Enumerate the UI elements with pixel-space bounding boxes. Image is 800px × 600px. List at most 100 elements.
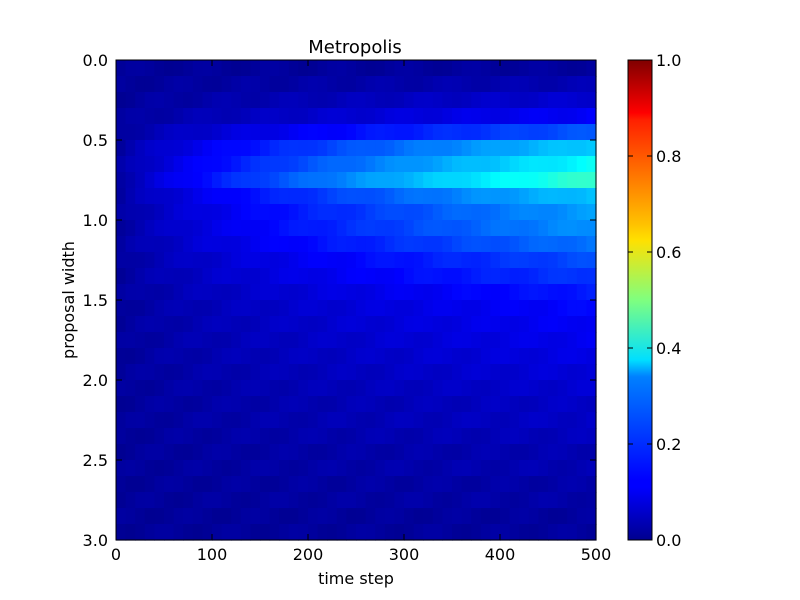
heatmap-cell bbox=[413, 508, 424, 525]
colorbar-tick-label: 0.8 bbox=[656, 147, 681, 166]
heatmap-cell bbox=[490, 524, 501, 541]
heatmap-cell bbox=[260, 412, 271, 429]
heatmap-cell bbox=[432, 156, 443, 173]
heatmap-cell bbox=[231, 268, 242, 285]
heatmap-cell bbox=[365, 156, 376, 173]
heatmap-cell bbox=[346, 252, 357, 269]
heatmap-cell bbox=[471, 60, 482, 77]
heatmap-cell bbox=[164, 492, 175, 509]
heatmap-cell bbox=[125, 60, 136, 77]
heatmap-cell bbox=[221, 380, 232, 397]
heatmap-cell bbox=[221, 204, 232, 221]
heatmap-cell bbox=[288, 284, 299, 301]
heatmap-cell bbox=[327, 220, 338, 237]
heatmap-cell bbox=[317, 220, 328, 237]
heatmap-cell bbox=[288, 380, 299, 397]
heatmap-cell bbox=[461, 476, 472, 493]
heatmap-cell bbox=[480, 124, 491, 141]
heatmap-cell bbox=[212, 76, 223, 93]
heatmap-cell bbox=[442, 220, 453, 237]
heatmap-cell bbox=[173, 332, 184, 349]
heatmap-cell bbox=[164, 172, 175, 189]
heatmap-cell bbox=[365, 172, 376, 189]
heatmap-cell bbox=[384, 364, 395, 381]
heatmap-cell bbox=[480, 172, 491, 189]
heatmap-cell bbox=[154, 284, 165, 301]
heatmap-cell bbox=[356, 428, 367, 445]
heatmap-cell bbox=[500, 268, 511, 285]
heatmap-cell bbox=[365, 428, 376, 445]
heatmap-cell bbox=[298, 348, 309, 365]
heatmap-cell bbox=[288, 428, 299, 445]
heatmap-cell bbox=[116, 332, 127, 349]
heatmap-cell bbox=[557, 380, 568, 397]
heatmap-cell bbox=[346, 428, 357, 445]
heatmap-cell bbox=[269, 476, 280, 493]
heatmap-cell bbox=[173, 316, 184, 333]
heatmap-cell bbox=[135, 524, 146, 541]
heatmap-cell bbox=[567, 444, 578, 461]
heatmap-cell bbox=[432, 60, 443, 77]
heatmap-cell bbox=[442, 108, 453, 125]
heatmap-cell bbox=[423, 60, 434, 77]
heatmap-cell bbox=[212, 172, 223, 189]
heatmap-cell bbox=[202, 444, 213, 461]
heatmap-cell bbox=[116, 300, 127, 317]
heatmap-cell bbox=[144, 140, 155, 157]
heatmap-cell bbox=[173, 60, 184, 77]
heatmap-cell bbox=[528, 252, 539, 269]
heatmap-cell bbox=[480, 428, 491, 445]
heatmap-cell bbox=[557, 396, 568, 413]
heatmap-cell bbox=[365, 396, 376, 413]
heatmap-cell bbox=[586, 140, 597, 157]
heatmap-cell bbox=[154, 316, 165, 333]
heatmap-cell bbox=[154, 140, 165, 157]
heatmap-cell bbox=[135, 284, 146, 301]
heatmap-cell bbox=[586, 332, 597, 349]
heatmap-cell bbox=[240, 412, 251, 429]
heatmap-cell bbox=[442, 76, 453, 93]
heatmap-cell bbox=[576, 364, 587, 381]
heatmap-cell bbox=[308, 348, 319, 365]
heatmap-cell bbox=[576, 524, 587, 541]
heatmap-cell bbox=[154, 156, 165, 173]
heatmap-cell bbox=[308, 236, 319, 253]
heatmap-cell bbox=[442, 364, 453, 381]
heatmap-cell bbox=[375, 140, 386, 157]
heatmap-cell bbox=[317, 172, 328, 189]
heatmap-cell bbox=[231, 220, 242, 237]
heatmap-cell bbox=[471, 76, 482, 93]
heatmap-cell bbox=[452, 124, 463, 141]
heatmap-cell bbox=[480, 300, 491, 317]
heatmap-cell bbox=[490, 252, 501, 269]
heatmap-cell bbox=[164, 476, 175, 493]
heatmap-cell bbox=[538, 92, 549, 109]
heatmap-cell bbox=[394, 140, 405, 157]
heatmap-cell bbox=[548, 380, 559, 397]
heatmap-cell bbox=[192, 380, 203, 397]
heatmap-cell bbox=[144, 300, 155, 317]
heatmap-cell bbox=[423, 284, 434, 301]
heatmap-cell bbox=[404, 204, 415, 221]
heatmap-cell bbox=[423, 508, 434, 525]
heatmap-cell bbox=[480, 348, 491, 365]
heatmap-cell bbox=[452, 156, 463, 173]
heatmap-cell bbox=[336, 364, 347, 381]
heatmap-cell bbox=[260, 204, 271, 221]
heatmap-cell bbox=[576, 380, 587, 397]
heatmap-cell bbox=[269, 316, 280, 333]
heatmap-cell bbox=[279, 412, 290, 429]
heatmap-cell bbox=[500, 428, 511, 445]
heatmap-cell bbox=[365, 444, 376, 461]
heatmap-cell bbox=[202, 204, 213, 221]
heatmap-cell bbox=[576, 124, 587, 141]
heatmap-cell bbox=[557, 284, 568, 301]
heatmap-cell bbox=[519, 300, 530, 317]
heatmap-cell bbox=[346, 444, 357, 461]
heatmap-cell bbox=[490, 236, 501, 253]
heatmap-cell bbox=[336, 380, 347, 397]
heatmap-cell bbox=[586, 412, 597, 429]
heatmap-cell bbox=[240, 476, 251, 493]
heatmap-cell bbox=[509, 284, 520, 301]
heatmap-cell bbox=[413, 476, 424, 493]
